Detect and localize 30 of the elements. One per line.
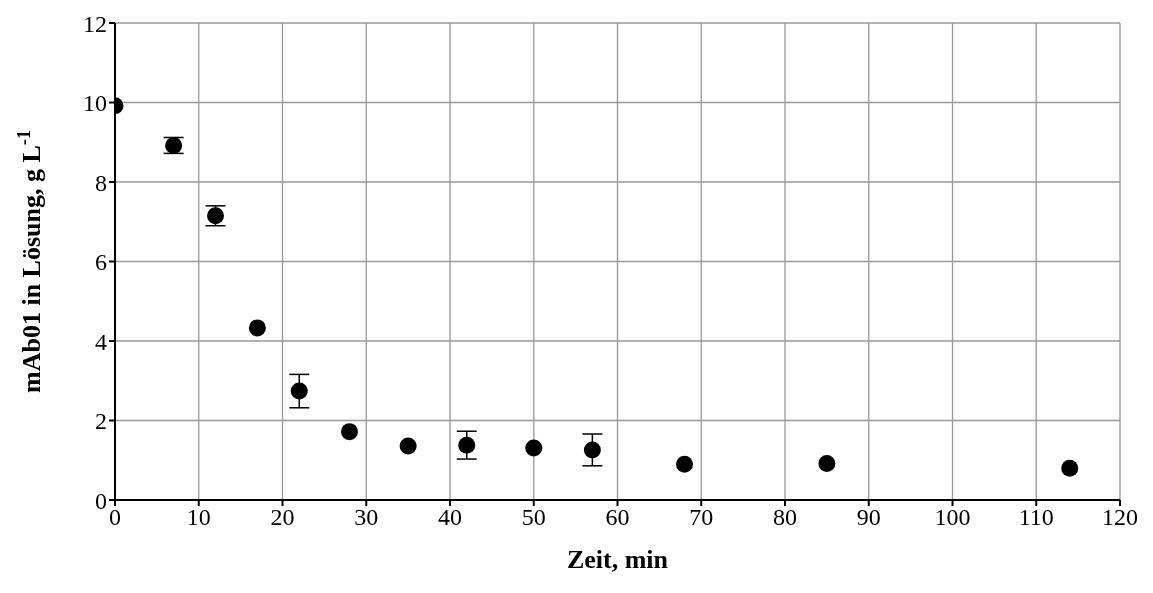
- y-tick-label: 6: [95, 249, 107, 276]
- point: [1061, 459, 1079, 477]
- x-tick-label: 50: [521, 504, 546, 531]
- x-tick-label: 40: [438, 504, 462, 531]
- y-tick-label: 10: [83, 90, 107, 117]
- x-tick-label: 20: [270, 504, 295, 531]
- point: [248, 319, 266, 337]
- x-tick-label: 120: [1102, 504, 1138, 531]
- x-tick-label: 60: [605, 504, 630, 531]
- x-tick-label: 10: [186, 504, 211, 531]
- x-tick-label: 90: [856, 504, 881, 531]
- point: [458, 436, 476, 454]
- point: [583, 441, 601, 459]
- point: [399, 437, 417, 455]
- y-tick-label: 8: [95, 169, 107, 196]
- point: [341, 423, 358, 441]
- x-axis-title: Zeit, min: [566, 545, 669, 574]
- point: [525, 439, 543, 457]
- y-tick-label: 4: [95, 328, 107, 355]
- x-tick-label: 110: [1018, 504, 1054, 531]
- x-tick-label: 100: [934, 504, 971, 531]
- y-tick-label: 12: [83, 10, 107, 37]
- y-tick-label: 2: [95, 408, 107, 435]
- x-tick-label: 30: [354, 504, 379, 531]
- point: [818, 454, 836, 472]
- point: [290, 382, 308, 400]
- point: [676, 455, 693, 473]
- x-tick-label: 80: [773, 504, 797, 531]
- x-tick-label: 70: [689, 504, 714, 531]
- y-tick-label: 0: [95, 487, 107, 514]
